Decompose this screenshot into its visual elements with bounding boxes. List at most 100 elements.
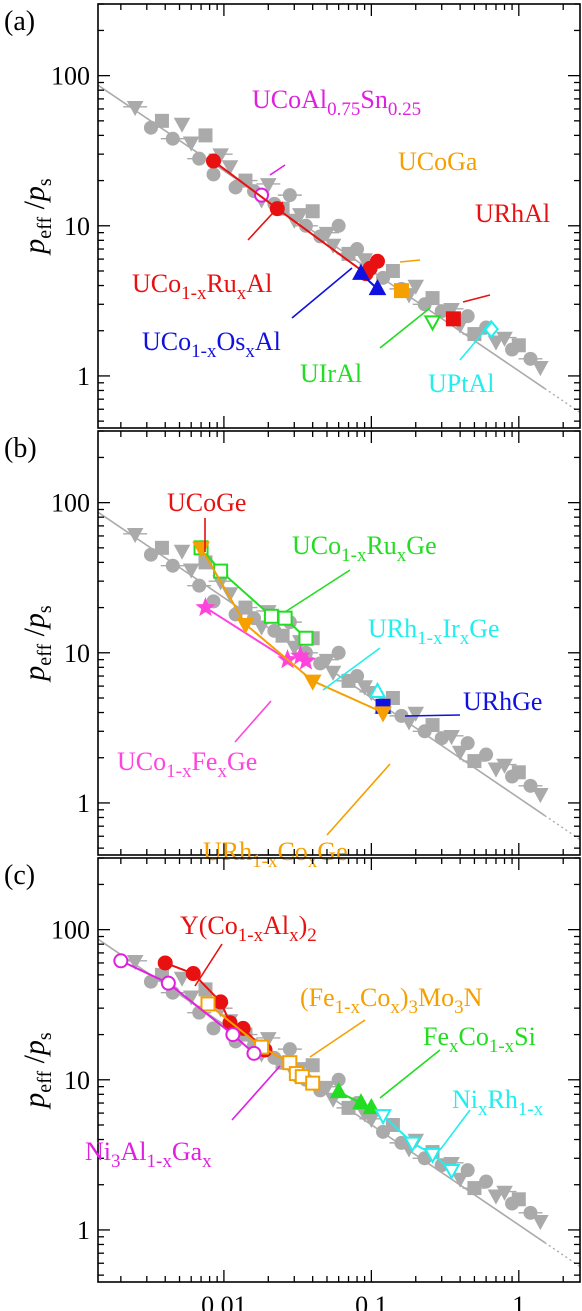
- background-point: [154, 113, 169, 128]
- background-point: [282, 1042, 297, 1057]
- background-point: [182, 563, 200, 579]
- y-axis-label: peff /ps: [18, 1032, 56, 1110]
- background-point: [460, 736, 475, 751]
- series-point: [368, 279, 387, 296]
- series-annotation: Ni3Al1-xGax: [85, 1137, 212, 1172]
- background-point: [173, 544, 191, 560]
- background-point: [318, 226, 336, 242]
- series-point: [352, 1093, 370, 1110]
- annotation-leader-line: [194, 943, 223, 987]
- background-point: [511, 765, 526, 780]
- series-annotation: UCoGa: [398, 147, 478, 176]
- plot-area-c: [98, 938, 580, 1268]
- background-point: [451, 1172, 469, 1188]
- background-point: [275, 628, 290, 643]
- series-annotation: UCo1-xFexGe: [117, 747, 257, 782]
- background-point: [198, 128, 213, 143]
- plot-area-b: [98, 511, 580, 841]
- background-point: [350, 242, 365, 257]
- annotation-leader-line: [439, 1109, 471, 1151]
- series-annotation: UPtAl: [428, 369, 494, 398]
- annotation-leader-line: [291, 267, 353, 319]
- y-axis-label: peff /ps: [18, 178, 56, 256]
- panel-label: (a): [4, 6, 35, 37]
- annotation-leader-line: [379, 307, 431, 349]
- series-annotation: Y(Co1-xAlx)2: [180, 911, 317, 946]
- series-point: [277, 610, 293, 626]
- series-line: [382, 1114, 453, 1171]
- background-point: [206, 167, 221, 182]
- series-point: [423, 1147, 442, 1164]
- background-point: [221, 160, 239, 176]
- background-point: [182, 990, 200, 1006]
- series-point: [295, 650, 316, 670]
- annotation-leader-line: [459, 321, 493, 361]
- panel-a: 1 10 100 peff /ps (a) UCoAl0.75Sn0.25 UCoGa URh…: [4, 3, 581, 429]
- series-point: [368, 681, 387, 698]
- series-annotation: UCoAl0.75Sn0.25: [252, 85, 421, 120]
- background-point: [479, 1174, 494, 1189]
- reference-line-dotted: [544, 814, 580, 841]
- plot-area-a: [98, 84, 580, 414]
- background-point: [292, 208, 309, 224]
- series-annotation: URh1-xCoxGe: [203, 837, 348, 872]
- series-line: [200, 547, 384, 714]
- annotation-leader-line: [231, 1065, 281, 1121]
- y-axis-label: peff /ps: [18, 605, 56, 683]
- background-point: [165, 558, 180, 573]
- series-line: [120, 959, 255, 1055]
- background-point: [198, 982, 213, 997]
- background-point: [126, 528, 144, 544]
- background-point: [407, 706, 425, 722]
- series-annotation: NixRh1-x: [452, 1085, 544, 1120]
- background-point: [238, 600, 253, 615]
- background-point: [425, 291, 440, 306]
- series-annotation: (Fe1-xCox)3Mo3N: [300, 983, 483, 1018]
- background-point: [460, 1163, 475, 1178]
- y-tick-label: 1: [77, 362, 90, 391]
- series-point: [393, 283, 409, 299]
- series-point: [305, 1075, 321, 1091]
- background-point: [532, 788, 549, 804]
- annotation-leader-line: [379, 1049, 441, 1099]
- series-point: [263, 608, 279, 624]
- background-point: [443, 302, 460, 319]
- y-tick-label: 100: [51, 916, 90, 945]
- series-point: [205, 153, 221, 169]
- background-point: [165, 131, 180, 146]
- background-point: [305, 1058, 320, 1073]
- series-point: [374, 706, 392, 723]
- series-annotation: UIrAl: [300, 359, 362, 388]
- background-point: [324, 665, 342, 681]
- background-point: [407, 279, 425, 295]
- background-point: [479, 747, 494, 762]
- series-annotation: UCo1-xOsxAl: [142, 327, 281, 362]
- y-tick-label: 1: [77, 1216, 90, 1245]
- background-point: [511, 338, 526, 353]
- annotation-leader-line: [326, 763, 391, 836]
- background-point: [305, 204, 320, 219]
- background-point: [173, 971, 191, 987]
- background-point: [253, 620, 270, 636]
- background-point: [363, 1112, 380, 1129]
- series-annotation: FexCo1-xSi: [423, 1022, 536, 1057]
- x-tick-label: 0.01: [201, 1291, 247, 1311]
- series-point: [200, 996, 216, 1012]
- y-tick-label: 10: [64, 639, 90, 668]
- background-point: [496, 331, 513, 347]
- background-point: [451, 745, 469, 761]
- series-point: [374, 1109, 392, 1126]
- background-point: [206, 1021, 221, 1036]
- background-point: [154, 540, 169, 555]
- series-point: [246, 1045, 262, 1061]
- reference-line-dotted: [544, 387, 580, 414]
- series-point: [157, 955, 173, 971]
- series-point: [225, 1027, 241, 1043]
- annotation-leader-line: [404, 714, 461, 717]
- series-point: [160, 975, 176, 991]
- background-point: [467, 754, 482, 769]
- y-tick-label: 1: [77, 789, 90, 818]
- reference-line-dotted: [544, 1241, 580, 1268]
- background-point: [350, 669, 365, 684]
